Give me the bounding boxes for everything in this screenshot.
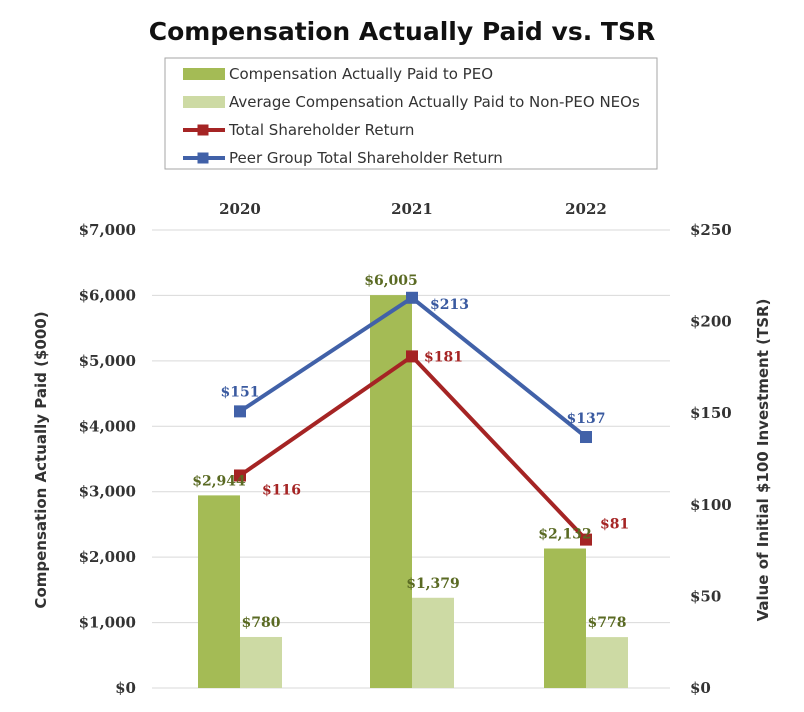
- legend-item-2-label: Average Compensation Actually Paid to No…: [229, 93, 640, 111]
- bar-non-peo: [412, 597, 454, 688]
- left-tick-label: $5,000: [79, 352, 136, 370]
- category-label: 2022: [565, 200, 607, 218]
- right-tick-label: $100: [690, 496, 732, 514]
- right-tick-label: $150: [690, 404, 732, 422]
- category-label: 2021: [391, 200, 433, 218]
- bar-non-peo-label: $778: [588, 615, 627, 631]
- legend-item-3-swatch-marker: [197, 124, 209, 136]
- tsr-point-label: $181: [424, 349, 463, 365]
- left-tick-label: $6,000: [79, 286, 136, 304]
- right-axis-title: Value of Initial $100 Investment (TSR): [754, 299, 772, 622]
- bar-non-peo-label: $780: [242, 615, 281, 631]
- left-axis: $0 $1,000 $2,000 $3,000 $4,000 $5,000 $6,000 $7…: [79, 221, 136, 697]
- right-tick-label: $250: [690, 221, 732, 239]
- bar-peo: [198, 495, 240, 688]
- legend-item-4-swatch-marker: [197, 152, 209, 164]
- left-tick-label: $2,000: [79, 548, 136, 566]
- left-tick-label: $4,000: [79, 417, 136, 435]
- bar-peo: [370, 295, 412, 688]
- legend-item-3-label: Total Shareholder Return: [228, 121, 414, 139]
- peer-tsr-point-label: $137: [567, 411, 606, 427]
- right-tick-label: $200: [690, 313, 732, 331]
- peer-tsr-line: [238, 295, 588, 439]
- chart-title: Compensation Actually Paid vs. TSR: [149, 17, 655, 46]
- bar-peo-label: $6,005: [364, 273, 418, 289]
- bar-series: [198, 295, 628, 688]
- right-tick-label: $50: [690, 587, 721, 605]
- bar-peo: [544, 548, 586, 688]
- bar-non-peo-label: $1,379: [406, 576, 460, 592]
- data-labels: $2,944 $6,005 $2,132 $780 $1,379 $778 $116 $181…: [192, 273, 629, 631]
- tsr-point-label: $81: [600, 517, 629, 533]
- left-tick-label: $3,000: [79, 483, 136, 501]
- bar-peo-label: $2,132: [538, 527, 592, 543]
- peer-tsr-point-label: $151: [221, 384, 260, 400]
- legend-item-1-label: Compensation Actually Paid to PEO: [229, 65, 493, 83]
- peer-tsr-point: [580, 431, 592, 444]
- left-tick-label: $1,000: [79, 614, 136, 632]
- peer-tsr-point-label: $213: [430, 297, 469, 313]
- bar-non-peo: [240, 636, 282, 688]
- tsr-point: [580, 533, 592, 546]
- legend: Compensation Actually Paid to PEO Average…: [164, 57, 658, 170]
- bar-peo-label: $2,944: [192, 473, 246, 489]
- left-tick-label: $7,000: [79, 221, 136, 239]
- legend-item-1-swatch: [183, 68, 225, 80]
- tsr-line: [238, 354, 588, 541]
- left-axis-title: Compensation Actually Paid ($000): [32, 311, 50, 608]
- legend-item-2-swatch: [183, 96, 225, 108]
- peer-tsr-point: [234, 405, 246, 418]
- tsr-point-label: $116: [262, 482, 301, 498]
- bar-non-peo: [586, 637, 628, 688]
- right-tick-label: $0: [690, 679, 711, 697]
- legend-box: [164, 57, 658, 170]
- left-tick-label: $0: [115, 679, 136, 697]
- tsr-point: [406, 350, 418, 363]
- right-axis: $0 $50 $100 $150 $200 $250: [690, 221, 732, 697]
- peer-tsr-point: [406, 291, 418, 304]
- tsr-point: [234, 469, 246, 482]
- legend-item-4-label: Peer Group Total Shareholder Return: [229, 149, 503, 167]
- category-label: 2020: [219, 200, 261, 218]
- category-axis: 2020 2021 2022: [219, 200, 607, 218]
- line-series: [234, 291, 592, 546]
